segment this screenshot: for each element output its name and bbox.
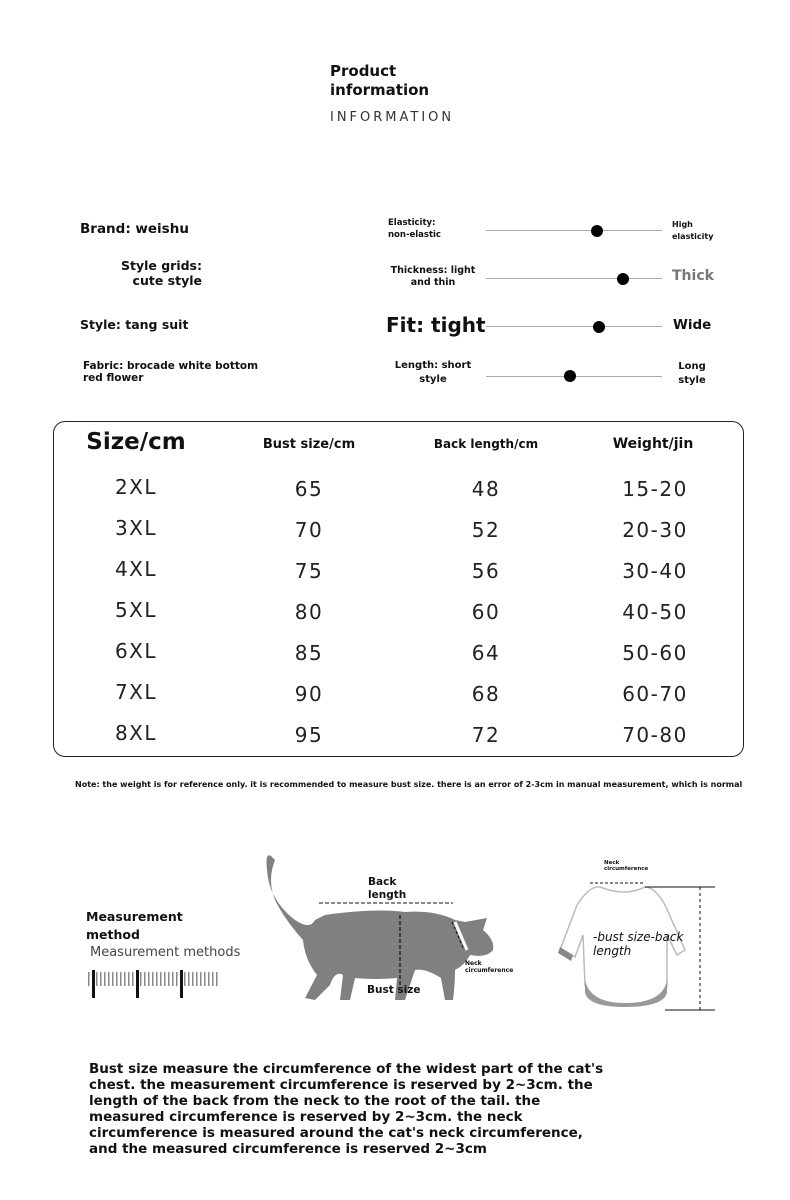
- scale-elasticity-marker: [590, 225, 603, 237]
- scale-fit-marker: [592, 321, 605, 333]
- cat-neck-label: Neck circumference: [465, 960, 514, 974]
- scale-length-left: Length: short style: [394, 360, 472, 385]
- table-cell-back: 56: [471, 559, 501, 583]
- shirt-bust-label: -bust size-back: [593, 930, 684, 944]
- shirt-length-label: length: [593, 944, 632, 958]
- page-title: Product information: [330, 62, 430, 99]
- table-cell-back: 72: [471, 723, 501, 747]
- measurement-title: Measurement method: [86, 909, 183, 942]
- table-cell-size: 5XL: [114, 598, 158, 622]
- table-cell-back: 48: [471, 477, 501, 501]
- scale-fit-left: Fit: tight: [386, 313, 486, 337]
- table-header-back: Back length/cm: [433, 437, 539, 451]
- table-cell-weight: 40-50: [622, 600, 688, 624]
- table-cell-bust: 80: [294, 600, 324, 624]
- table-cell-size: 3XL: [114, 516, 158, 540]
- scale-thickness-right: Thick: [672, 268, 714, 284]
- page-subtitle: INFORMATION: [330, 110, 455, 125]
- table-cell-bust: 65: [294, 477, 324, 501]
- table-cell-size: 6XL: [114, 639, 158, 663]
- table-cell-size: 4XL: [114, 557, 158, 581]
- measurement-description: Bust size measure the circumference of t…: [89, 1061, 604, 1157]
- table-cell-size: 2XL: [114, 475, 158, 499]
- table-header-size: Size/cm: [86, 429, 186, 455]
- table-cell-back: 64: [471, 641, 501, 665]
- attr-brand: Brand: weishu: [80, 221, 189, 237]
- table-cell-weight: 70-80: [622, 723, 688, 747]
- table-cell-weight: 60-70: [622, 682, 688, 706]
- scale-elasticity-left: Elasticity: non-elastic: [388, 218, 441, 240]
- table-cell-weight: 20-30: [622, 518, 688, 542]
- scale-thickness-marker: [617, 273, 630, 285]
- table-cell-weight: 30-40: [622, 559, 688, 583]
- scale-length-marker: [564, 370, 577, 382]
- cat-silhouette-illustration: [266, 855, 494, 1000]
- scale-thickness-left: Thickness: light and thin: [390, 265, 476, 288]
- table-cell-weight: 15-20: [622, 477, 688, 501]
- table-cell-back: 52: [471, 518, 501, 542]
- size-table: [53, 421, 744, 757]
- table-cell-bust: 90: [294, 682, 324, 706]
- table-cell-bust: 95: [294, 723, 324, 747]
- table-cell-weight: 50-60: [622, 641, 688, 665]
- size-note: Note: the weight is for reference only. …: [75, 780, 743, 789]
- table-cell-bust: 70: [294, 518, 324, 542]
- shirt-neck-label: Neck circumference: [604, 860, 649, 872]
- cat-bust-label: Bust size: [367, 984, 421, 996]
- table-header-bust: Bust size/cm: [262, 437, 356, 452]
- scale-elasticity-track: [486, 230, 662, 231]
- attr-style-grids: Style grids: cute style: [120, 258, 202, 288]
- ruler-icon: [88, 970, 218, 998]
- scale-fit-track: [486, 326, 662, 327]
- scale-thickness-track: [486, 278, 662, 279]
- attr-style: Style: tang suit: [80, 317, 189, 332]
- table-header-weight: Weight/jin: [612, 436, 694, 452]
- cat-back-length-label: Back length: [368, 876, 407, 901]
- scale-fit-right: Wide: [673, 317, 712, 333]
- table-cell-size: 8XL: [114, 721, 158, 745]
- table-cell-bust: 85: [294, 641, 324, 665]
- measurement-subtitle: Measurement methods: [90, 945, 241, 960]
- scale-length-right: Long style: [678, 361, 706, 386]
- table-cell-back: 60: [471, 600, 501, 624]
- shirt-illustration: [558, 882, 715, 1011]
- scale-elasticity-right: High elasticity: [672, 220, 714, 241]
- table-cell-bust: 75: [294, 559, 324, 583]
- table-cell-back: 68: [471, 682, 501, 706]
- table-cell-size: 7XL: [114, 680, 158, 704]
- attr-fabric: Fabric: brocade white bottom red flower: [83, 360, 259, 384]
